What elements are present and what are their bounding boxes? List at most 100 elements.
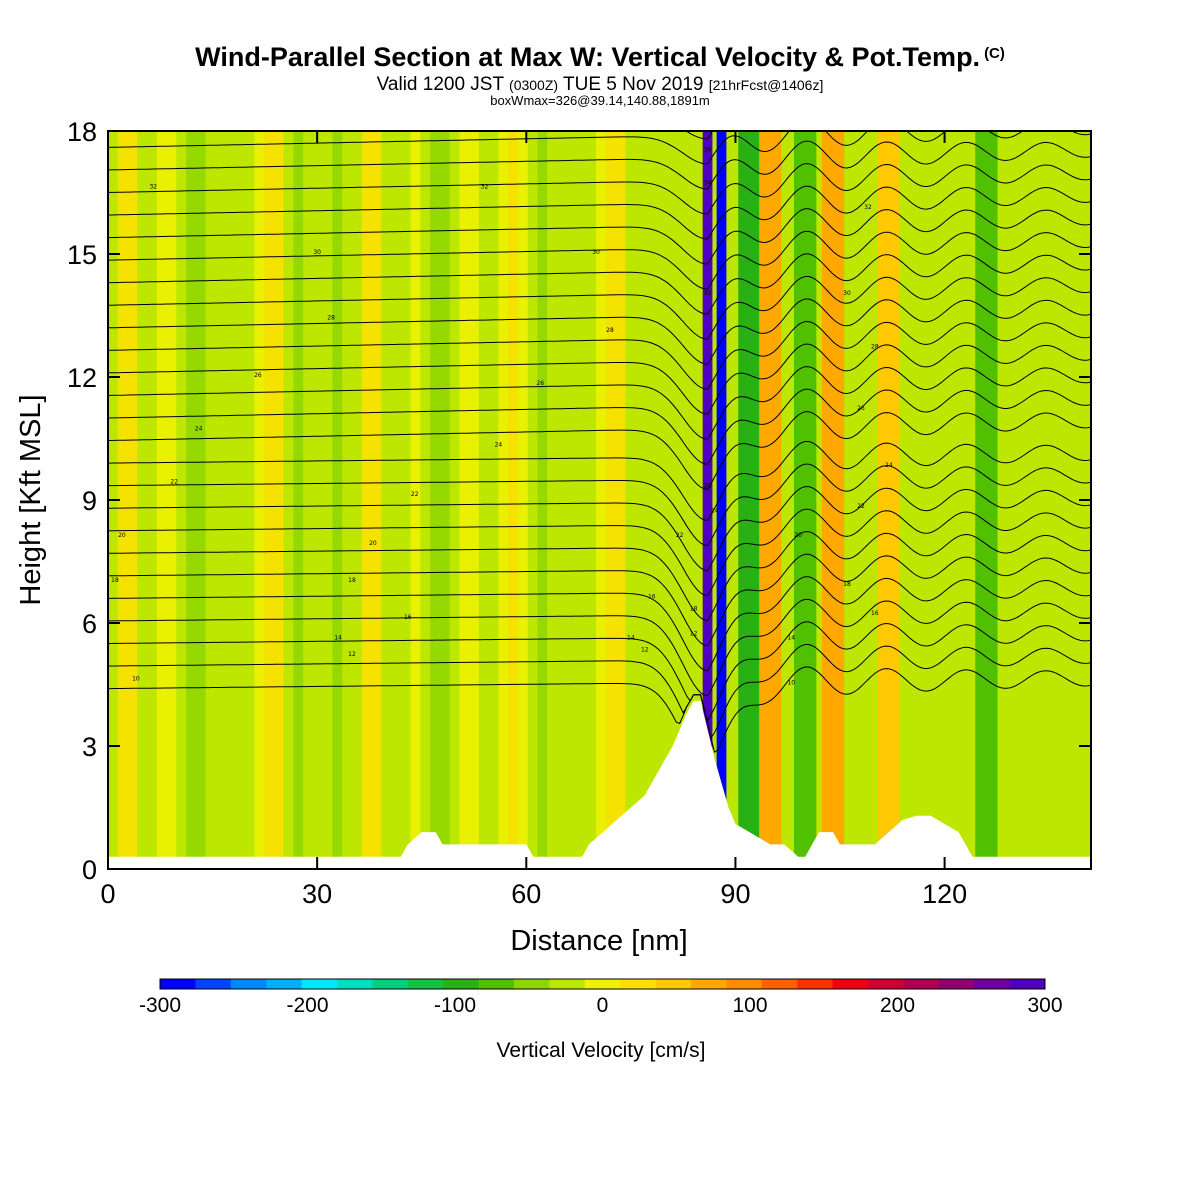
y-axis-title: Height [Kft MSL] bbox=[15, 394, 47, 605]
velocity-band bbox=[156, 131, 167, 869]
theta-label: 16 bbox=[871, 610, 879, 617]
colorbar-swatch bbox=[266, 979, 303, 989]
theta-contour bbox=[108, 666, 1091, 753]
theta-label: 20 bbox=[794, 532, 802, 539]
colorbar-swatch bbox=[301, 979, 338, 989]
x-tick-label: 60 bbox=[511, 879, 541, 909]
theta-contour bbox=[108, 411, 1091, 490]
theta-contour bbox=[108, 253, 1091, 315]
colorbar-swatch bbox=[868, 979, 904, 989]
copyright-mark: (C) bbox=[984, 45, 1005, 62]
colorbar-swatch bbox=[443, 979, 480, 989]
velocity-band bbox=[195, 131, 206, 869]
theta-label: 16 bbox=[648, 593, 656, 600]
theta-label: 30 bbox=[843, 290, 851, 297]
theta-contour bbox=[108, 343, 1091, 415]
theta-label: 12 bbox=[348, 651, 356, 658]
velocity-band bbox=[596, 131, 606, 869]
colorbar-tick-label: 100 bbox=[732, 994, 767, 1017]
colorbar-tick-label: -100 bbox=[434, 994, 476, 1017]
utc-time: (0300Z) bbox=[509, 77, 559, 93]
velocity-band bbox=[615, 131, 626, 869]
theta-label: 20 bbox=[118, 532, 126, 539]
velocity-band bbox=[332, 131, 343, 869]
x-tick-label: 0 bbox=[100, 879, 115, 909]
theta-contour bbox=[108, 298, 1091, 365]
colorbar-tick-label: -300 bbox=[139, 994, 181, 1017]
colorbar-swatch bbox=[620, 979, 657, 989]
theta-label: 32 bbox=[149, 183, 157, 190]
theta-contour bbox=[108, 486, 1091, 572]
y-tick-label: 3 bbox=[82, 732, 97, 762]
theta-label: 36 bbox=[704, 147, 712, 154]
theta-label: 26 bbox=[536, 380, 544, 387]
theta-contour bbox=[108, 598, 1091, 697]
colorbar-swatch bbox=[584, 979, 621, 989]
theta-label: 28 bbox=[606, 327, 614, 334]
theta-label: 30 bbox=[313, 249, 321, 256]
theta-contour bbox=[108, 576, 1091, 672]
velocity-band bbox=[264, 131, 274, 869]
colorbar-swatch bbox=[230, 979, 267, 989]
colorbar-swatch bbox=[478, 979, 515, 989]
colorbar-swatch bbox=[337, 979, 373, 989]
velocity-structure bbox=[759, 131, 782, 869]
velocity-band bbox=[254, 131, 265, 869]
theta-label: 32 bbox=[704, 290, 712, 297]
y-tick-label: 9 bbox=[82, 486, 97, 516]
theta-label: 18 bbox=[111, 577, 119, 584]
theta-contour bbox=[108, 366, 1091, 440]
theta-label: 24 bbox=[711, 507, 719, 514]
velocity-band bbox=[117, 131, 128, 869]
chart-subtitle: Valid 1200 JST (0300Z) TUE 5 Nov 2019 [2… bbox=[0, 74, 1200, 96]
y-tick-label: 18 bbox=[67, 117, 97, 147]
theta-label: 14 bbox=[627, 634, 635, 641]
theta-contour bbox=[108, 140, 1091, 190]
theta-label: 28 bbox=[327, 315, 335, 322]
theta-label: 24 bbox=[195, 425, 203, 432]
colorbar-tick-label: 300 bbox=[1027, 994, 1062, 1017]
theta-contour bbox=[108, 644, 1091, 739]
theta-contour bbox=[108, 131, 1091, 165]
theta-label: 22 bbox=[411, 491, 419, 498]
terrain bbox=[108, 700, 1091, 869]
box-wmax-info: boxWmax=326@39.14,140.88,1891m bbox=[490, 93, 710, 108]
theta-contour bbox=[108, 230, 1091, 290]
theta-contour bbox=[108, 276, 1091, 340]
y-tick-label: 15 bbox=[67, 240, 97, 270]
velocity-band bbox=[537, 131, 548, 869]
theta-label: 10 bbox=[132, 675, 140, 682]
colorbar-swatch bbox=[691, 979, 727, 989]
x-axis: 0 30 60 90 120 bbox=[100, 131, 967, 909]
colorbar-swatch bbox=[974, 979, 1011, 989]
colorbar-swatch bbox=[549, 979, 586, 989]
velocity-band bbox=[517, 131, 528, 869]
colorbar-swatch bbox=[195, 979, 232, 989]
velocity-band bbox=[127, 131, 138, 869]
theta-label: 22 bbox=[170, 479, 178, 486]
colorbar-swatch bbox=[1009, 979, 1046, 989]
colorbar-tick-label: 200 bbox=[880, 994, 915, 1017]
valid-date: TUE 5 Nov 2019 bbox=[563, 74, 704, 95]
theta-label: 14 bbox=[787, 634, 795, 641]
theta-label: 22 bbox=[676, 532, 684, 539]
terrain-profile bbox=[108, 700, 1091, 869]
theta-label: 18 bbox=[348, 577, 356, 584]
colorbar-frame bbox=[159, 978, 1046, 990]
colorbar-swatch bbox=[832, 979, 869, 989]
theta-contour bbox=[108, 321, 1091, 390]
colorbar-title: Vertical Velocity [cm/s] bbox=[497, 1039, 706, 1062]
velocity-band bbox=[508, 131, 518, 869]
theta-contours bbox=[108, 131, 1091, 753]
colorbar-tick-label: 0 bbox=[597, 994, 609, 1017]
theta-contour bbox=[108, 163, 1091, 215]
theta-contour bbox=[108, 531, 1091, 622]
theta-label: 16 bbox=[404, 614, 412, 621]
velocity-band bbox=[459, 131, 470, 869]
theta-label: 18 bbox=[843, 581, 851, 588]
theta-contour bbox=[108, 508, 1091, 597]
theta-label: 24 bbox=[495, 442, 503, 449]
velocity-structure bbox=[738, 131, 761, 869]
velocity-structure bbox=[821, 131, 845, 869]
